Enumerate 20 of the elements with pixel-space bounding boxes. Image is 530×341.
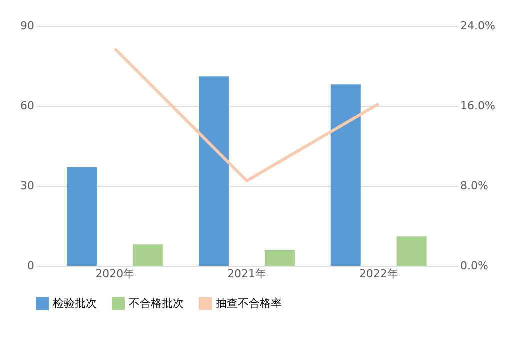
y-tick-label: 60: [20, 100, 34, 112]
x-tick-label: 2020年: [96, 268, 135, 280]
x-tick-label: 2022年: [359, 268, 398, 280]
bar: [330, 84, 361, 266]
legend-label: 检验批次: [53, 296, 97, 310]
bar: [264, 250, 295, 266]
y-tick-label: 90: [20, 20, 34, 32]
y2-tick-label: 0.0%: [460, 260, 488, 272]
legend-label: 抽查不合格率: [216, 296, 282, 310]
y2-tick-label: 8.0%: [460, 180, 488, 192]
y2-tick-label: 16.0%: [460, 100, 496, 112]
bar: [67, 167, 98, 266]
bar: [133, 244, 164, 266]
bar: [199, 76, 230, 266]
legend-label: 不合格批次: [129, 296, 184, 310]
x-tick-label: 2021年: [228, 268, 266, 280]
y2-tick-label: 24.0%: [460, 20, 496, 32]
y-tick-label: 30: [20, 180, 34, 192]
y-tick-label: 0: [28, 260, 34, 272]
bar: [396, 236, 427, 266]
